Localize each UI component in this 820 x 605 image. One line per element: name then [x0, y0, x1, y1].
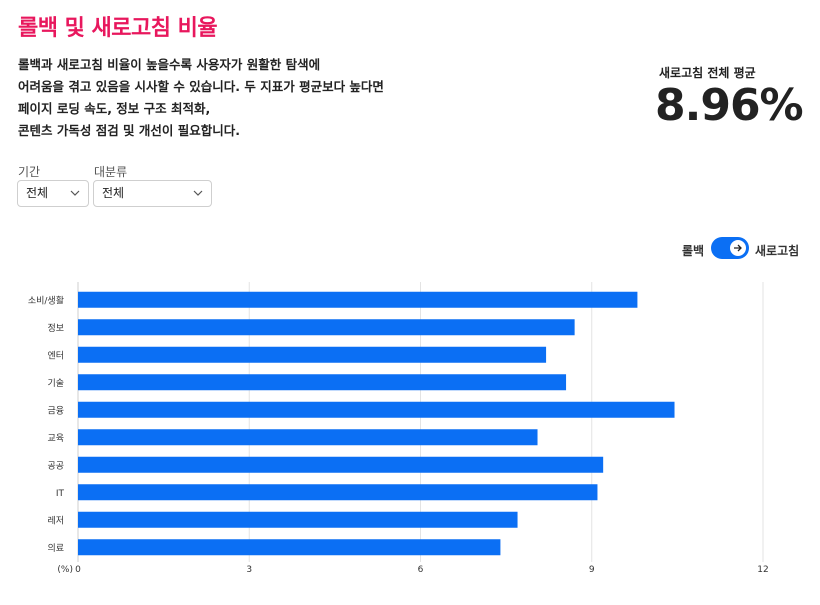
category-label: 공공 — [47, 460, 64, 471]
bar — [78, 291, 638, 308]
bar — [78, 374, 567, 391]
bar — [78, 456, 604, 473]
bar — [78, 319, 575, 336]
rollback-toggle-label: 롤백 — [682, 244, 705, 258]
bar — [78, 401, 675, 418]
category-label: 레저 — [47, 515, 64, 526]
bar — [78, 539, 501, 556]
bar — [78, 346, 547, 363]
category-filter-label: 대분류 — [94, 165, 128, 179]
description-line: 페이지 로딩 속도, 정보 구조 최적화, — [18, 101, 211, 116]
x-tick-label: 3 — [246, 565, 252, 575]
average-label: 새로고침 전체 평균 — [659, 66, 756, 80]
description: 롤백과 새로고침 비율이 높을수록 사용자가 원활한 탐색에 어려움을 겪고 있… — [18, 54, 384, 142]
category-select-value: 전체 — [102, 186, 125, 200]
unit-label: (%) — [57, 565, 73, 575]
metric-toggle[interactable] — [711, 237, 749, 259]
period-select[interactable]: 전체 — [17, 180, 89, 207]
period-select-value: 전체 — [26, 186, 49, 200]
category-label: 소비/생활 — [28, 294, 64, 306]
chevron-down-icon — [70, 190, 80, 196]
x-tick-label: 0 — [75, 565, 81, 575]
description-line: 어려움을 겪고 있음을 시사할 수 있습니다. 두 지표가 평균보다 높다면 — [18, 79, 384, 94]
category-label: IT — [56, 489, 65, 499]
description-line: 콘텐츠 가독성 점검 및 개선이 필요합니다. — [18, 123, 241, 138]
category-label: 의료 — [47, 543, 64, 554]
x-tick-label: 12 — [757, 565, 768, 575]
category-label: 교육 — [47, 433, 64, 444]
category-label: 기술 — [47, 378, 64, 389]
category-label: 엔터 — [47, 350, 64, 361]
page-title: 롤백 및 새로고침 비율 — [18, 16, 218, 41]
toggle-knob — [730, 240, 746, 256]
category-label: 금융 — [47, 405, 64, 416]
chevron-down-icon — [193, 190, 203, 196]
bar — [78, 484, 598, 501]
bar — [78, 429, 538, 446]
x-tick-label: 6 — [418, 565, 424, 575]
category-label: 정보 — [47, 323, 64, 334]
refresh-toggle-label: 새로고침 — [755, 244, 800, 258]
period-filter-label: 기간 — [18, 165, 41, 179]
description-line: 롤백과 새로고침 비율이 높을수록 사용자가 원활한 탐색에 — [18, 57, 321, 72]
average-value: 8.96% — [655, 80, 804, 131]
bar — [78, 511, 518, 528]
arrow-right-icon — [734, 244, 742, 252]
category-select[interactable]: 전체 — [93, 180, 212, 207]
x-tick-label: 9 — [589, 565, 595, 575]
